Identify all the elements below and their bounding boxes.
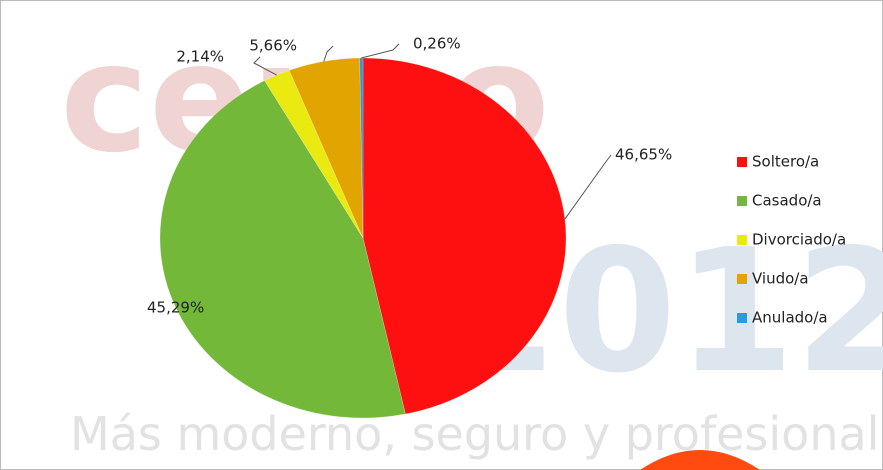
legend-label: Anulado/a <box>752 309 828 327</box>
legend-label: Divorciado/a <box>752 231 846 249</box>
legend-swatch <box>737 196 747 206</box>
logo-shape <box>640 450 760 470</box>
data-label: 2,14% <box>176 48 224 66</box>
legend-label: Viudo/a <box>752 270 809 288</box>
leader-line <box>323 45 334 62</box>
pie-slice <box>288 57 364 239</box>
data-label: 46,65% <box>615 146 672 164</box>
legend-swatch <box>737 235 747 245</box>
pie-slice <box>362 57 567 415</box>
watermark: Más moderno, seguro y profesional <box>70 407 879 461</box>
legend-label: Soltero/a <box>752 153 819 171</box>
data-label: 5,66% <box>249 37 297 55</box>
legend-label: Casado/a <box>752 192 822 210</box>
leader-line <box>564 154 612 220</box>
pie-slice <box>159 80 406 419</box>
legend-swatch <box>737 274 747 284</box>
legend-swatch <box>737 313 747 323</box>
legend-swatch <box>737 157 747 167</box>
leader-line <box>253 56 277 76</box>
data-label: 0,26% <box>413 35 461 53</box>
leader-line <box>361 43 400 59</box>
data-label: 45,29% <box>147 299 204 317</box>
